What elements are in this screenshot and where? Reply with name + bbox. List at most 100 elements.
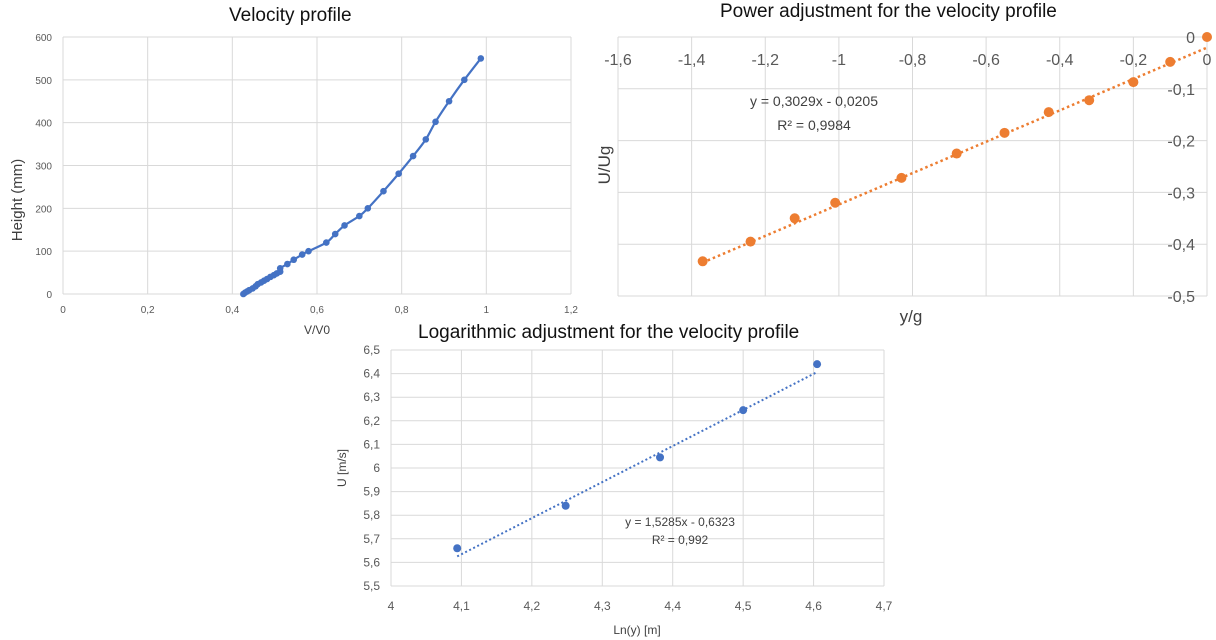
x-tick-label: -1,6 — [604, 52, 632, 69]
r-squared-label: R² = 0,992 — [652, 533, 709, 547]
x-axis-label: y/g — [900, 307, 923, 326]
x-axis-label: V/V0 — [304, 323, 330, 337]
x-tick-label: -1,4 — [678, 52, 706, 69]
data-point — [290, 256, 298, 264]
x-tick-label: 4,2 — [524, 599, 541, 613]
y-tick-label: 0 — [1186, 30, 1195, 47]
data-point — [380, 187, 387, 195]
data-point — [395, 170, 403, 177]
y-tick-label: 500 — [35, 76, 52, 87]
data-point — [1165, 56, 1176, 67]
data-point — [1043, 107, 1054, 118]
data-point — [745, 236, 756, 247]
x-tick-label: -0,4 — [1046, 52, 1074, 69]
x-tick-label: -0,8 — [899, 52, 927, 69]
y-tick-label: 5,8 — [363, 508, 380, 522]
data-point — [422, 136, 430, 143]
y-tick-label: 6,4 — [363, 367, 380, 381]
x-tick-label: 0,4 — [225, 305, 239, 316]
y-tick-label: 400 — [35, 119, 52, 130]
data-point — [1128, 77, 1139, 88]
x-tick-label: -0,2 — [1120, 52, 1148, 69]
data-point — [697, 256, 708, 267]
y-tick-label: 600 — [35, 33, 52, 44]
trendline-equation: y = 1,5285x - 0,6323 — [625, 515, 735, 529]
x-tick-label: -1 — [832, 52, 846, 69]
y-tick-label: -0,4 — [1167, 237, 1195, 254]
y-tick-label: 6,3 — [363, 390, 380, 404]
data-point — [561, 501, 570, 510]
data-point — [739, 406, 748, 415]
data-point — [789, 213, 800, 224]
y-tick-label: 5,5 — [363, 579, 380, 593]
data-point — [305, 247, 312, 255]
data-point — [999, 127, 1010, 138]
x-tick-label: 4,1 — [453, 599, 470, 613]
y-tick-label: 200 — [35, 204, 52, 215]
data-point — [364, 205, 372, 212]
x-tick-label: 4,3 — [594, 599, 611, 613]
y-axis-label: U/Ug — [595, 146, 614, 185]
chart1-title: Velocity profile — [229, 5, 352, 26]
trendline — [702, 46, 1208, 264]
data-point — [830, 197, 841, 208]
data-point — [656, 453, 665, 462]
x-tick-label: -0,6 — [972, 52, 1000, 69]
x-tick-label: 4,6 — [805, 599, 822, 613]
r-squared-label: R² = 0,9984 — [777, 117, 851, 133]
chart3-title: Logarithmic adjustment for the velocity … — [418, 322, 800, 343]
x-tick-label: 0,2 — [141, 305, 155, 316]
x-axis-label: Ln(y) [m] — [613, 623, 660, 637]
data-point — [409, 152, 417, 160]
y-tick-label: 100 — [35, 247, 52, 258]
x-tick-label: 4 — [388, 599, 395, 613]
x-tick-label: 0,6 — [310, 305, 324, 316]
y-tick-label: 5,9 — [363, 485, 380, 499]
trendline-equation: y = 0,3029x - 0,0205 — [750, 93, 878, 109]
y-tick-label: 0 — [46, 290, 52, 301]
y-tick-label: 5,6 — [363, 555, 380, 569]
data-point — [461, 76, 468, 84]
x-tick-label: 1,2 — [564, 305, 578, 316]
data-point — [323, 239, 330, 246]
y-tick-label: -0,1 — [1167, 82, 1195, 99]
x-tick-label: 4,5 — [735, 599, 752, 613]
y-tick-label: 6,1 — [363, 437, 380, 451]
y-tick-label: 6 — [373, 461, 380, 475]
data-point — [331, 230, 339, 238]
y-tick-label: -0,5 — [1167, 289, 1195, 306]
data-point — [477, 55, 485, 62]
data-point — [432, 118, 439, 126]
data-point — [284, 260, 291, 268]
data-point — [896, 172, 907, 183]
y-tick-label: 6,5 — [363, 343, 380, 357]
y-tick-label: 6,2 — [363, 414, 380, 428]
x-tick-label: 1 — [484, 305, 490, 316]
x-tick-label: -1,2 — [751, 52, 779, 69]
data-point — [445, 97, 453, 105]
data-point — [298, 251, 306, 258]
data-point — [951, 148, 962, 159]
data-point — [453, 544, 462, 553]
data-point — [813, 360, 822, 369]
data-point — [341, 222, 348, 229]
y-tick-label: -0,3 — [1167, 185, 1195, 202]
x-tick-label: 0 — [60, 305, 66, 316]
y-axis-label: U [m/s] — [335, 449, 349, 487]
x-tick-label: 4,4 — [664, 599, 681, 613]
y-axis-label: Height (mm) — [9, 159, 26, 242]
y-tick-label: -0,2 — [1167, 134, 1195, 151]
data-point — [1084, 95, 1095, 106]
data-point — [276, 265, 284, 272]
y-tick-label: 5,7 — [363, 532, 380, 546]
data-point — [1202, 32, 1212, 42]
x-tick-label: 4,7 — [876, 599, 893, 613]
y-tick-label: 300 — [35, 162, 52, 173]
chart2-title: Power adjustment for the velocity profil… — [720, 1, 1057, 22]
data-point — [356, 212, 363, 220]
x-tick-label: 0 — [1203, 52, 1212, 69]
x-tick-label: 0,8 — [395, 305, 409, 316]
